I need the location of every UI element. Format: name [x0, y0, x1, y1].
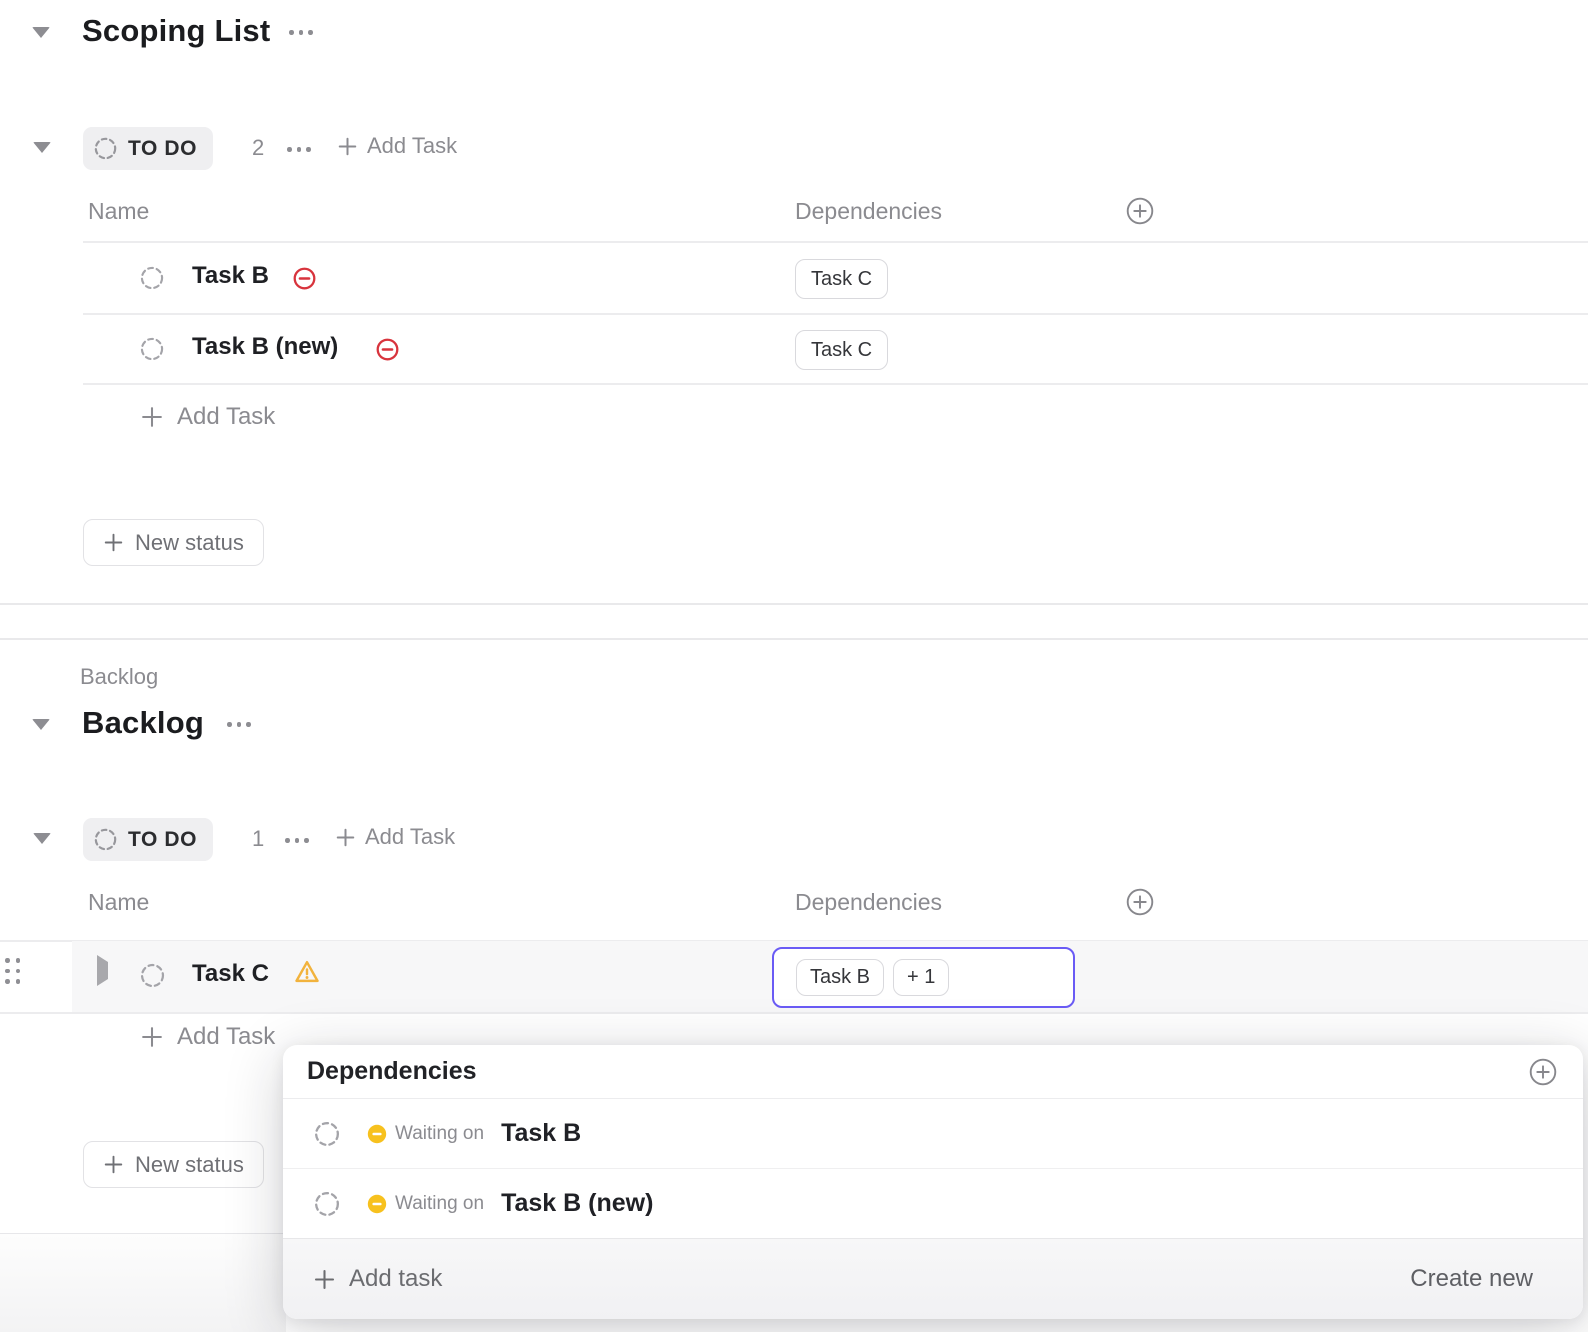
add-task-row[interactable]: Add Task: [140, 1023, 275, 1051]
collapse-caret-icon[interactable]: [32, 27, 50, 38]
popup-title: Dependencies: [307, 1057, 477, 1085]
status-circle-icon[interactable]: [139, 962, 166, 989]
status-circle-icon[interactable]: [313, 1190, 341, 1218]
list-title: Scoping List: [82, 13, 271, 48]
status-circle-icon: [93, 827, 118, 852]
list-title: Backlog: [82, 705, 204, 740]
add-column-icon[interactable]: [1126, 888, 1154, 916]
dependency-row[interactable]: Waiting on Task B: [283, 1099, 1583, 1169]
add-task-label: Add Task: [365, 824, 456, 849]
blocked-icon[interactable]: [292, 266, 317, 291]
relation-label: Waiting on: [395, 1122, 485, 1144]
new-status-label: New status: [135, 1151, 244, 1177]
collapse-caret-icon[interactable]: [33, 833, 51, 844]
waiting-on-icon: [367, 1194, 387, 1214]
group-ellipsis-icon[interactable]: [287, 147, 311, 152]
relation-label: Waiting on: [395, 1192, 485, 1214]
column-header-dependencies[interactable]: Dependencies: [795, 198, 943, 224]
column-header-dependencies[interactable]: Dependencies: [795, 889, 943, 915]
task-count: 2: [252, 135, 265, 160]
popup-footer: Add task Create new: [283, 1238, 1583, 1319]
dependency-task-name[interactable]: Task B: [501, 1119, 582, 1147]
status-circle-icon: [93, 136, 118, 161]
task-name[interactable]: Task C: [192, 960, 269, 987]
dependency-chip[interactable]: Task C: [795, 259, 889, 299]
add-dependency-icon[interactable]: [1529, 1058, 1557, 1086]
list-breadcrumb: Backlog: [80, 664, 159, 689]
column-header-name[interactable]: Name: [88, 889, 150, 915]
ellipsis-icon[interactable]: [227, 722, 251, 727]
create-new-button[interactable]: Create new: [1410, 1265, 1533, 1292]
new-status-button[interactable]: New status: [83, 519, 264, 566]
section-divider: [0, 603, 1588, 605]
collapse-caret-icon[interactable]: [32, 719, 50, 730]
popup-add-task-label: Add task: [349, 1265, 443, 1292]
popup-add-task-button[interactable]: Add task: [313, 1265, 442, 1293]
collapse-caret-icon[interactable]: [33, 142, 51, 153]
expand-row-icon[interactable]: [97, 955, 108, 986]
plus-icon: [103, 532, 124, 553]
warning-icon[interactable]: [293, 958, 321, 986]
status-badge-todo[interactable]: TO DO: [83, 127, 214, 170]
add-task-button[interactable]: Add Task: [335, 824, 455, 850]
add-column-icon[interactable]: [1126, 197, 1154, 225]
popup-header: Dependencies: [283, 1045, 1583, 1099]
plus-icon: [335, 827, 356, 848]
dependencies-cell-selected[interactable]: Task B + 1: [772, 947, 1075, 1008]
status-circle-icon[interactable]: [139, 265, 165, 291]
task-name[interactable]: Task B (new): [192, 333, 339, 360]
section-divider: [0, 1233, 286, 1235]
new-status-button[interactable]: New status: [83, 1141, 264, 1188]
add-task-row-label: Add Task: [177, 403, 276, 430]
drag-handle[interactable]: [5, 958, 20, 984]
status-circle-icon[interactable]: [139, 336, 165, 362]
status-badge-label: TO DO: [128, 136, 198, 160]
add-task-button[interactable]: Add Task: [337, 133, 457, 159]
plus-icon: [140, 405, 164, 429]
status-circle-icon[interactable]: [313, 1120, 341, 1148]
dependency-chip[interactable]: Task C: [795, 330, 889, 370]
ellipsis-icon[interactable]: [289, 30, 313, 35]
add-task-row-label: Add Task: [177, 1023, 276, 1050]
dependency-overflow-chip[interactable]: + 1: [893, 959, 950, 996]
plus-icon: [313, 1268, 336, 1291]
dependencies-popup: Dependencies Waiting on Task B Waiting o…: [283, 1045, 1583, 1319]
task-count: 1: [252, 826, 265, 851]
shadow-wash: [0, 1234, 286, 1332]
group-ellipsis-icon[interactable]: [285, 838, 309, 843]
dependency-task-name[interactable]: Task B (new): [501, 1189, 654, 1217]
add-task-label: Add Task: [367, 133, 458, 158]
plus-icon: [140, 1025, 164, 1049]
plus-icon: [103, 1154, 124, 1175]
dependency-chip[interactable]: Task B: [796, 959, 885, 996]
waiting-on-icon: [367, 1124, 387, 1144]
section-divider: [0, 638, 1588, 640]
status-badge-label: TO DO: [128, 827, 198, 851]
task-name[interactable]: Task B: [192, 262, 269, 289]
column-header-name[interactable]: Name: [88, 198, 150, 224]
status-badge-todo[interactable]: TO DO: [83, 818, 214, 861]
add-task-row[interactable]: Add Task: [140, 403, 275, 431]
plus-icon: [337, 136, 358, 157]
new-status-label: New status: [135, 529, 244, 555]
blocked-icon[interactable]: [375, 337, 400, 362]
dependency-row[interactable]: Waiting on Task B (new): [283, 1169, 1583, 1239]
